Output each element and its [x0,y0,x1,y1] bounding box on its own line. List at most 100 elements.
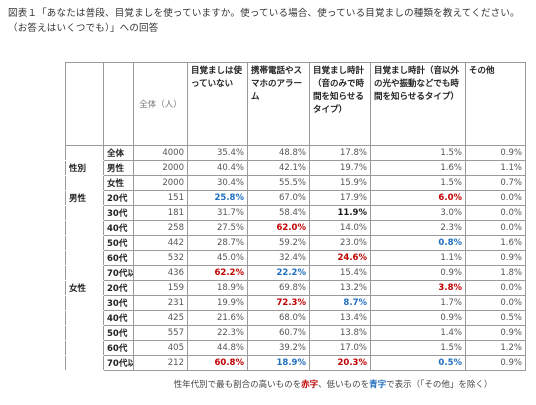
value-cell: 1.5% [370,145,466,161]
value-cell: 231 [133,295,188,311]
value-cell: 0.9% [465,250,526,266]
value-cell: 0.0% [465,295,526,311]
row-label: 20代 [103,280,134,296]
footnote-text: で表示（「その他」を除く） [386,380,493,390]
value-cell: 35.4% [187,145,248,161]
table-row: 男性 20代 151 25.8% 67.0% 17.9% 6.0% 0.0% [65,190,526,206]
value-cell: 0.5% [465,310,526,326]
highlight-cell: 11.9% [309,205,371,221]
group-cell [65,205,104,221]
value-cell: 58.4% [247,205,310,221]
value-cell: 1.8% [465,265,526,281]
value-cell: 60.7% [247,325,310,341]
group-cell [65,310,104,326]
column-header: 全体（人） [133,62,188,146]
column-header: その他 [465,62,526,146]
value-cell: 68.0% [247,310,310,326]
group-cell [65,220,104,236]
table-row: 30代 231 19.9% 72.3% 8.7% 1.7% 0.0% [65,295,526,311]
header-row: 全体（人） 目覚ましは使っていない 携帯電話やスマホのアラーム 目覚まし時計（音のみで… [65,62,526,146]
value-cell: 21.6% [187,310,248,326]
value-cell: 19.9% [187,295,248,311]
value-cell: 23.0% [309,235,371,251]
highlight-cell: 24.6% [309,250,371,266]
group-cell: 男性 [65,190,104,206]
highlight-cell: 72.3% [247,295,310,311]
footnote-text: 青字 [369,380,387,390]
value-cell: 557 [133,325,188,341]
group-cell: 性別 [65,160,104,176]
highlight-cell: 62.2% [187,265,248,281]
value-cell: 0.0% [465,205,526,221]
table-row: 40代 258 27.5% 62.0% 14.0% 2.3% 0.0% [65,220,526,236]
highlight-cell: 18.9% [247,355,310,371]
value-cell: 151 [133,190,188,206]
value-cell: 45.0% [187,250,248,266]
footnote: 性年代別で最も割合の高いものを赤字、低いものを青字で表示（「その他」を除く） [0,378,536,390]
value-cell: 1.4% [370,325,466,341]
value-cell: 19.7% [309,160,371,176]
row-label: 30代 [103,295,134,311]
value-cell: 436 [133,265,188,281]
table-row: 女性 20代 159 18.9% 69.8% 13.2% 3.8% 0.0% [65,280,526,296]
group-cell [65,250,104,266]
value-cell: 1.2% [465,340,526,356]
column-header: 目覚まし時計（音のみで時間を知らせるタイプ） [309,62,371,146]
value-cell: 48.8% [247,145,310,161]
table-row: 70代以上21260.8%18.9%20.3%0.5%0.9% [65,355,526,371]
row-label: 50代 [103,325,134,341]
value-cell: 59.2% [247,235,310,251]
value-cell: 17.8% [309,145,371,161]
highlight-cell: 8.7% [309,295,371,311]
table-row: 30代 181 31.7% 58.4% 11.9% 3.0% 0.0% [65,205,526,221]
highlight-cell: 0.8% [370,235,466,251]
corner-cell [65,62,104,146]
value-cell: 0.0% [465,220,526,236]
value-cell: 44.8% [187,340,248,356]
table-row: 60代 532 45.0% 32.4% 24.6% 1.1% 0.9% [65,250,526,266]
highlight-cell: 3.8% [370,280,466,296]
group-cell [65,145,104,161]
value-cell: 28.7% [187,235,248,251]
group-cell [65,340,104,356]
row-label: 全体 [103,145,134,161]
value-cell: 39.2% [247,340,310,356]
value-cell: 1.5% [370,175,466,191]
table-row: 全体 4000 35.4% 48.8% 17.8% 1.5% 0.9% [65,145,526,161]
row-label: 40代 [103,220,134,236]
group-cell [65,325,104,341]
group-cell: 女性 [65,280,104,296]
value-cell: 258 [133,220,188,236]
value-cell: 532 [133,250,188,266]
value-cell: 14.0% [309,220,371,236]
value-cell: 4000 [133,145,188,161]
highlight-cell: 62.0% [247,220,310,236]
row-label: 70代以上 [103,355,134,371]
value-cell: 2000 [133,160,188,176]
table-row: 50代 557 22.3% 60.7% 13.8% 1.4% 0.9% [65,325,526,341]
value-cell: 30.4% [187,175,248,191]
group-cell [65,265,104,281]
value-cell: 1.6% [465,235,526,251]
value-cell: 181 [133,205,188,221]
table-row: 女性 2000 30.4% 55.5% 15.9% 1.5% 0.7% [65,175,526,191]
value-cell: 42.1% [247,160,310,176]
column-header: 目覚まし時計（音以外の光や振動などでも時間を知らせるタイプ） [370,62,466,146]
group-cell [65,175,104,191]
table-row: 40代 425 21.6% 68.0% 13.4% 0.9% 0.5% [65,310,526,326]
value-cell: 69.8% [247,280,310,296]
value-cell: 31.7% [187,205,248,221]
value-cell: 1.7% [370,295,466,311]
highlight-cell: 60.8% [187,355,248,371]
value-cell: 1.1% [370,250,466,266]
group-cell [65,235,104,251]
table: 全体（人） 目覚ましは使っていない 携帯電話やスマホのアラーム 目覚まし時計（音のみで… [65,62,526,371]
value-cell: 159 [133,280,188,296]
value-cell: 40.4% [187,160,248,176]
corner-cell [103,62,134,146]
value-cell: 13.8% [309,325,371,341]
footnote-text: 赤字 [301,380,319,390]
value-cell: 22.3% [187,325,248,341]
value-cell: 15.4% [309,265,371,281]
